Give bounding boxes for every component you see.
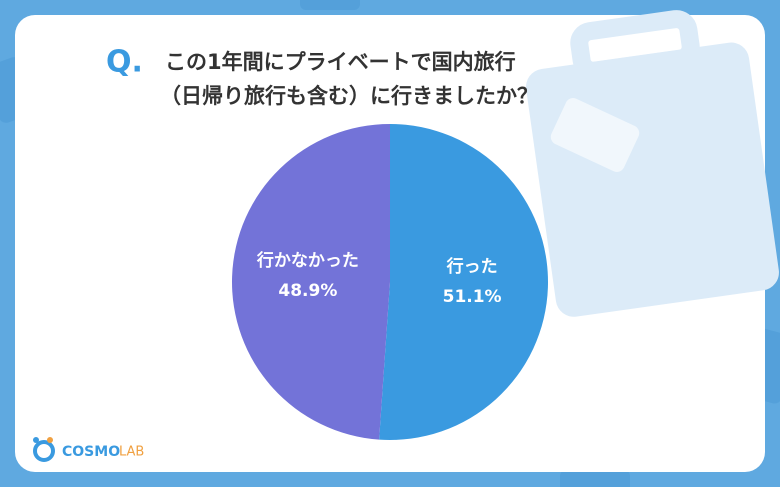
logo: COSMO LAB <box>33 437 144 462</box>
value-label: 48.9% <box>278 281 337 301</box>
pie: 行った 51.1% 行かなかった 48.9% <box>231 124 548 440</box>
logo-icon <box>33 437 39 443</box>
slice-label: 行かなかった <box>256 250 359 271</box>
value-label: 51.1% <box>443 287 502 307</box>
pie-slice <box>379 124 548 440</box>
slice-label: 行った <box>446 256 498 277</box>
title-line: この1年間にプライベートで国内旅行 <box>165 50 516 74</box>
logo-icon <box>47 437 53 443</box>
logo-text: COSMO <box>62 444 120 460</box>
title-marker: Q. <box>106 45 143 80</box>
logo-icon <box>33 440 55 462</box>
title-line: （日帰り旅行も含む）に行きましたか？ <box>160 84 538 108</box>
pie-slice <box>231 124 390 440</box>
suitcase-tag <box>550 98 640 172</box>
logo-text: LAB <box>119 445 144 460</box>
